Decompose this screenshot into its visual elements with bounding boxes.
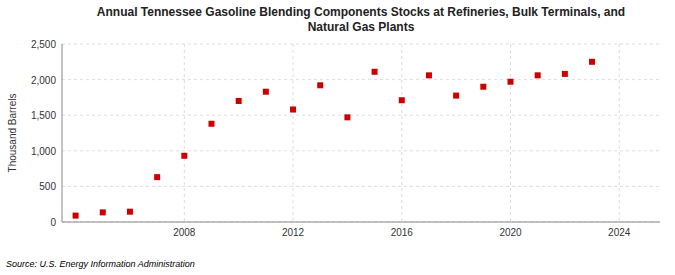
title-line: Annual Tennessee Gasoline Blending Compo… — [97, 5, 625, 19]
y-tick-label: 2,500 — [31, 39, 56, 50]
title-line: Natural Gas Plants — [308, 20, 415, 34]
point — [127, 209, 133, 215]
grid-line-y — [62, 115, 660, 116]
y-axis-label: Thousand Barrels — [7, 94, 18, 173]
y-tick-label: 1,000 — [31, 146, 56, 157]
grid-line-y — [62, 222, 660, 223]
point — [589, 59, 595, 65]
point — [399, 97, 405, 103]
point — [209, 121, 215, 127]
y-axis-line — [62, 44, 63, 222]
point — [453, 93, 459, 99]
grid-line-x — [293, 44, 294, 222]
point — [154, 174, 160, 180]
point — [480, 84, 486, 90]
point — [317, 82, 323, 88]
grid-line-y — [62, 79, 660, 80]
grid-line-x — [510, 44, 511, 222]
grid-line-y — [62, 44, 660, 45]
grid-line-y — [62, 150, 660, 151]
y-tick-label: 0 — [50, 217, 56, 228]
x-axis-line — [62, 222, 660, 223]
point — [100, 209, 106, 215]
point — [236, 98, 242, 104]
y-tick-label: 2,000 — [31, 75, 56, 86]
grid-line-y — [62, 186, 660, 187]
point — [290, 107, 296, 113]
point — [372, 69, 378, 75]
x-tick-label: 2008 — [173, 227, 196, 238]
point — [73, 213, 79, 219]
point — [508, 79, 514, 85]
points — [73, 59, 595, 219]
grid-line-x — [401, 44, 402, 222]
title: Annual Tennessee Gasoline Blending Compo… — [97, 5, 625, 34]
y-tick-label: 500 — [39, 181, 56, 192]
grid-line-x — [184, 44, 185, 222]
point — [426, 72, 432, 78]
x-tick-label: 2020 — [499, 227, 522, 238]
grid — [62, 44, 660, 222]
source: Source: U.S. Energy Information Administ… — [6, 259, 195, 269]
x-tick-label: 2024 — [608, 227, 631, 238]
point — [181, 153, 187, 159]
point — [263, 89, 269, 95]
y-tick-label: 1,500 — [31, 110, 56, 121]
grid-line-x — [619, 44, 620, 222]
point — [562, 71, 568, 77]
chart: Annual Tennessee Gasoline Blending Compo… — [0, 0, 675, 275]
x-tick-label: 2012 — [282, 227, 305, 238]
x-tick-label: 2016 — [391, 227, 414, 238]
point — [535, 72, 541, 78]
point — [344, 114, 350, 120]
